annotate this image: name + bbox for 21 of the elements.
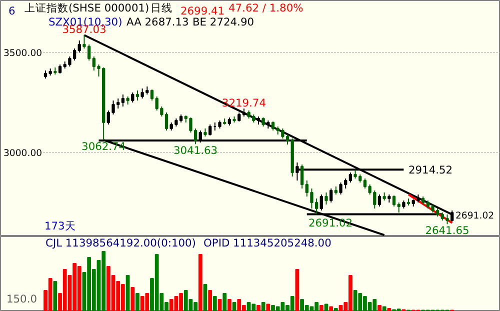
annotation: 2914.52: [408, 164, 453, 176]
text: 150.0: [6, 292, 38, 306]
y-tick-label: 3500.00: [4, 48, 42, 59]
annotation: 3062.74: [82, 140, 126, 153]
annotation: CJL 11398564192.00(0:100): [46, 236, 196, 250]
annotation: AA 2687.13: [126, 16, 189, 28]
annotation: 173天: [44, 220, 76, 232]
text: 2691.02: [456, 210, 494, 222]
annotation: 2691.02: [308, 216, 353, 230]
annotation: BE 2724.90: [192, 16, 254, 28]
annotation: 2699.41: [180, 4, 225, 18]
chart-subtitle: 日线: [150, 2, 172, 14]
annotation: 3219.74: [222, 96, 266, 110]
annotation: 3041.63: [174, 144, 218, 158]
y-tick-label: 3000.00: [4, 148, 42, 159]
chart-title: 上证指数(SHSE 000001): [24, 2, 150, 14]
text: 6: [8, 4, 16, 18]
annotation: SZX01(10,30): [48, 16, 122, 28]
annotation: 47.62 / 1.80%: [228, 2, 304, 14]
annotation: OPID 111345205248.00: [204, 236, 332, 250]
annotation: 2641.65: [425, 224, 470, 238]
